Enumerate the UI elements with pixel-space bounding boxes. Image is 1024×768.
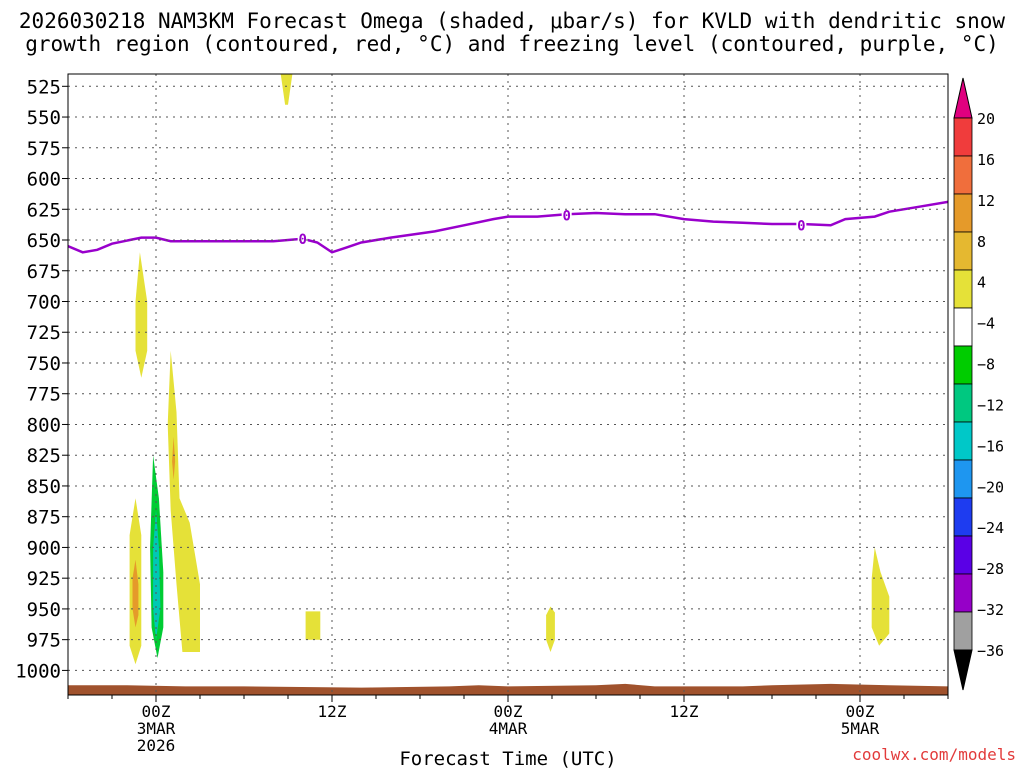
freezing-level-label-bg-0 xyxy=(297,230,308,247)
colorbar-box-11 xyxy=(953,535,973,575)
x-tick-label-3-0: 12Z xyxy=(670,702,699,721)
omega-region-9 xyxy=(546,606,555,652)
colorbar-box-13 xyxy=(953,611,973,651)
y-tick-label-875: 875 xyxy=(27,507,61,529)
freezing-level-label-0: 0 xyxy=(298,232,306,248)
y-tick-label-550: 550 xyxy=(27,107,61,129)
credit-text: coolwx.com/models xyxy=(852,745,1016,764)
y-tick-label-525: 525 xyxy=(27,76,61,98)
colorbar-label-7: −12 xyxy=(977,396,1004,414)
freezing-level-label-bg-1 xyxy=(561,207,572,224)
freezing-level-line xyxy=(68,200,948,254)
omega-region-6 xyxy=(132,559,139,628)
omega-region-5 xyxy=(153,510,161,640)
terrain xyxy=(68,683,948,695)
colorbar-box-6 xyxy=(953,345,973,385)
y-tick-label-700: 700 xyxy=(27,291,61,313)
colorbar-box-5 xyxy=(953,307,973,347)
y-tick-label-750: 750 xyxy=(27,353,61,375)
colorbar-box-1 xyxy=(953,155,973,195)
freezing-level-label-bg-2 xyxy=(796,217,807,234)
x-tick-label-4-1: 5MAR xyxy=(841,719,880,738)
colorbar-box-10 xyxy=(953,497,973,537)
x-tick-label-2-0: 00Z xyxy=(494,702,523,721)
colorbar-label-3: 8 xyxy=(977,233,986,251)
omega-region-7 xyxy=(172,436,176,480)
freezing-level-label-2: 0 xyxy=(797,218,805,234)
y-tick-label-1000: 1000 xyxy=(15,660,61,682)
colorbar-bottom-arrow xyxy=(953,649,973,691)
colorbar-label-12: −32 xyxy=(977,601,1004,619)
omega-region-1 xyxy=(135,252,148,378)
chart-title-line-1: 2026030218 NAM3KM Forecast Omega (shaded… xyxy=(18,9,1006,33)
omega-region-10 xyxy=(871,547,890,646)
y-tick-label-825: 825 xyxy=(27,445,61,467)
colorbar-label-4: 4 xyxy=(977,274,986,292)
freezing-level-label-1: 0 xyxy=(562,208,570,224)
omega-region-2 xyxy=(167,350,200,652)
y-tick-label-975: 975 xyxy=(27,630,61,652)
colorbar-top-arrow xyxy=(953,77,973,119)
y-tick-label-675: 675 xyxy=(27,261,61,283)
y-tick-label-900: 900 xyxy=(27,537,61,559)
colorbar-label-9: −20 xyxy=(977,478,1004,496)
colorbar-label-5: −4 xyxy=(977,315,995,333)
y-tick-label-850: 850 xyxy=(27,476,61,498)
colorbar-label-8: −16 xyxy=(977,437,1004,455)
y-tick-label-600: 600 xyxy=(27,169,61,191)
colorbar-box-9 xyxy=(953,459,973,499)
colorbar-box-8 xyxy=(953,421,973,461)
y-tick-label-625: 625 xyxy=(27,199,61,221)
y-tick-label-775: 775 xyxy=(27,384,61,406)
x-tick-label-2-1: 4MAR xyxy=(489,719,528,738)
colorbar-label-13: −36 xyxy=(977,642,1004,660)
x-tick-label-0-0: 00Z xyxy=(142,702,171,721)
colorbar-label-2: 12 xyxy=(977,192,995,210)
colorbar-box-4 xyxy=(953,269,973,309)
y-tick-label-575: 575 xyxy=(27,138,61,160)
x-tick-label-0-2: 2026 xyxy=(137,736,176,755)
colorbar-box-0 xyxy=(953,117,973,157)
y-tick-label-725: 725 xyxy=(27,322,61,344)
plot-area: 0 0 0 xyxy=(68,74,948,695)
plot-frame xyxy=(67,73,949,696)
axes: 525 550 575 600 625 650 675 700 725 750 775 800 825 8… xyxy=(15,76,949,755)
y-tick-label-800: 800 xyxy=(27,414,61,436)
colorbar-label-11: −28 xyxy=(977,560,1004,578)
colorbar-box-7 xyxy=(953,383,973,423)
colorbar-label-0: 20 xyxy=(977,110,995,128)
colorbar-label-6: −8 xyxy=(977,356,995,374)
omega-region-8 xyxy=(305,611,321,640)
colorbar-box-12 xyxy=(953,573,973,613)
y-tick-label-650: 650 xyxy=(27,230,61,252)
colorbar-box-3 xyxy=(953,231,973,271)
y-tick-label-950: 950 xyxy=(27,599,61,621)
chart-title-line-2: growth region (contoured, red, °C) and f… xyxy=(25,32,999,56)
colorbar: 20 16 12 8 4 −4 −8 −12 −16 −20 −24 −28 −32 −36 xyxy=(953,77,1004,691)
x-tick-label-1-0: 12Z xyxy=(318,702,347,721)
colorbar-label-1: 16 xyxy=(977,151,995,169)
x-axis-label: Forecast Time (UTC) xyxy=(399,748,616,768)
colorbar-label-10: −24 xyxy=(977,519,1004,537)
x-tick-label-4-0: 00Z xyxy=(846,702,875,721)
omega-region-0 xyxy=(280,74,293,105)
y-tick-label-925: 925 xyxy=(27,568,61,590)
colorbar-box-2 xyxy=(953,193,973,233)
x-tick-label-0-1: 3MAR xyxy=(137,719,176,738)
